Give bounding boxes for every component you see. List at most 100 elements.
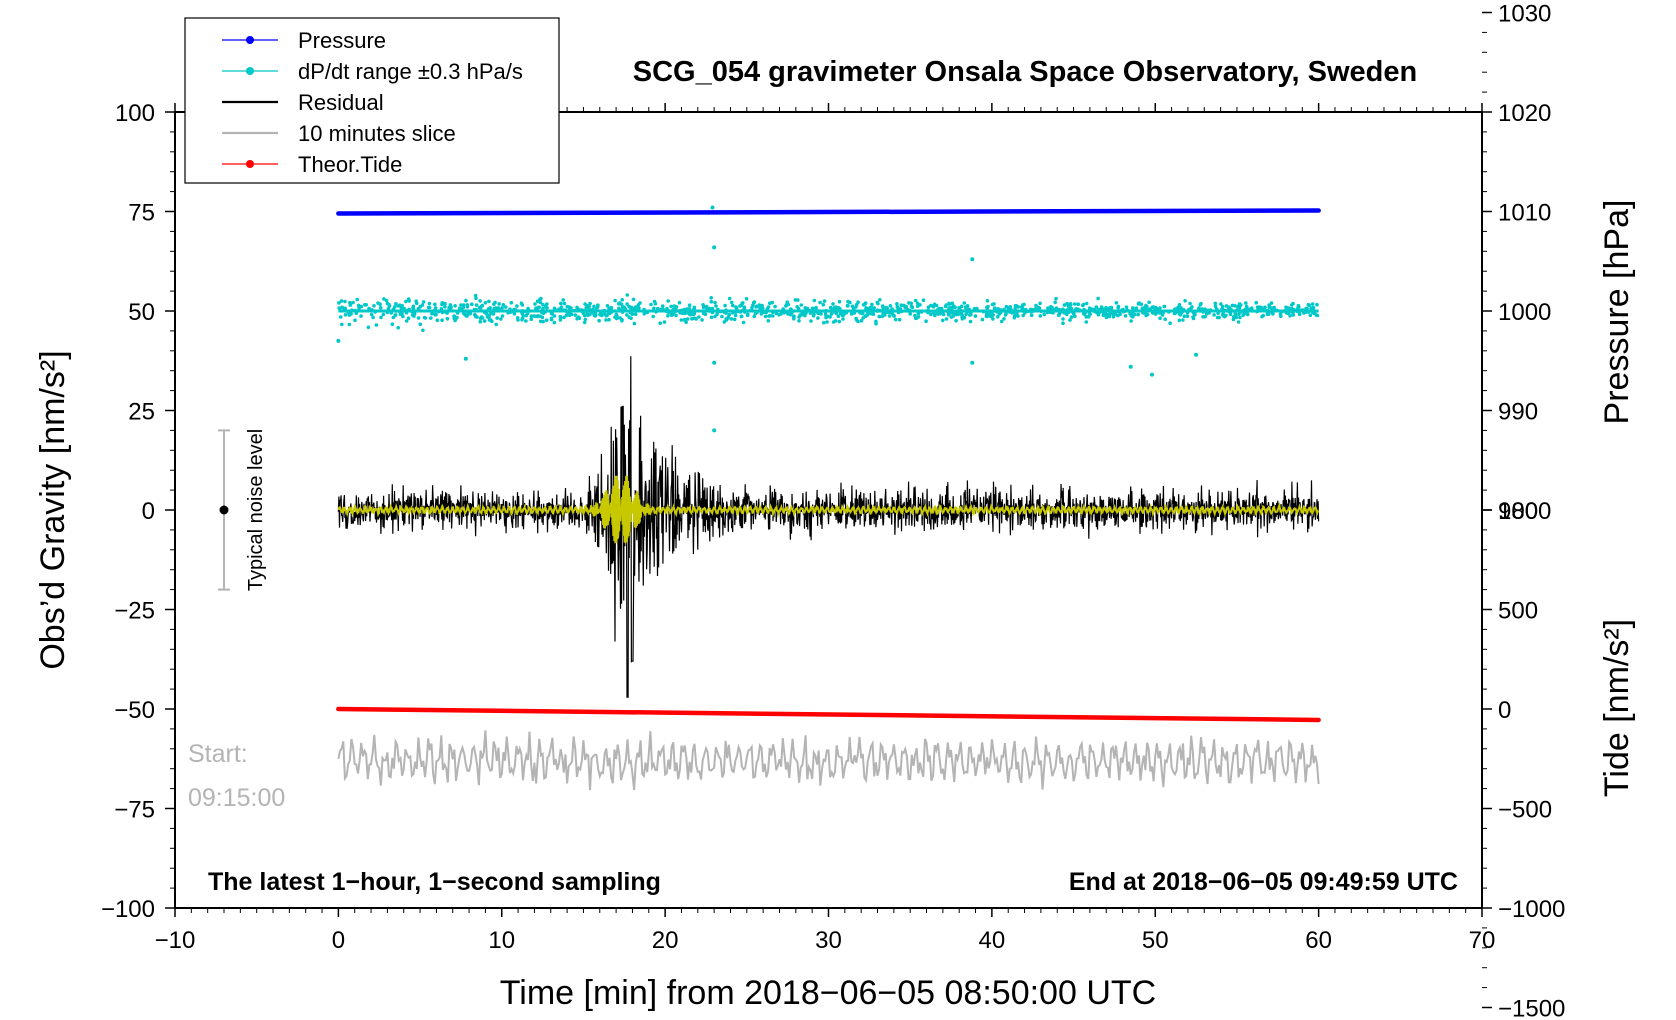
dpdt-point xyxy=(370,308,374,312)
dpdt-point xyxy=(348,300,352,305)
dpdt-point xyxy=(1016,305,1020,309)
dpdt-point xyxy=(414,299,419,304)
dpdt-point xyxy=(1238,315,1242,320)
dpdt-point xyxy=(1167,310,1171,314)
dpdt-point xyxy=(612,309,616,313)
dpdt-point xyxy=(1084,315,1089,319)
dpdt-point xyxy=(996,307,1000,311)
dpdt-point xyxy=(1288,310,1292,314)
dpdt-point xyxy=(470,302,474,307)
dpdt-point xyxy=(1259,305,1264,310)
dpdt-point xyxy=(602,308,606,313)
dpdt-point xyxy=(990,302,995,307)
dpdt-point xyxy=(1236,320,1241,324)
dpdt-point xyxy=(671,307,676,312)
dpdt-point xyxy=(1006,308,1011,313)
dpdt-point xyxy=(477,305,482,310)
dpdt-point xyxy=(941,318,945,323)
dpdt-point xyxy=(855,302,859,307)
dpdt-point xyxy=(1128,311,1132,316)
dpdt-point xyxy=(359,314,363,318)
dpdt-point xyxy=(416,316,421,320)
dpdt-point xyxy=(947,302,952,306)
x-tick-label: −10 xyxy=(155,927,196,954)
dpdt-point xyxy=(916,311,921,316)
dpdt-point xyxy=(1267,311,1271,316)
dpdt-point xyxy=(752,314,756,319)
dpdt-outlier xyxy=(1194,352,1199,357)
y-tick-label: −100 xyxy=(101,896,155,923)
dpdt-point xyxy=(1046,306,1050,311)
dpdt-point xyxy=(893,317,898,322)
dpdt-point xyxy=(478,299,482,303)
dpdt-point xyxy=(582,320,587,325)
dpdt-point xyxy=(1140,306,1145,311)
dpdt-point xyxy=(946,310,950,314)
dpdt-point xyxy=(350,308,354,313)
dpdt-point xyxy=(944,317,949,321)
dpdt-point xyxy=(340,322,344,327)
dpdt-point xyxy=(394,309,398,313)
dpdt-point xyxy=(378,302,382,307)
dpdt-point xyxy=(1070,310,1074,314)
dpdt-point xyxy=(1193,312,1197,317)
dpdt-point xyxy=(859,318,864,323)
dpdt-point xyxy=(572,308,576,313)
dpdt-point xyxy=(598,312,602,317)
dpdt-point xyxy=(544,318,549,323)
dpdt-point xyxy=(841,317,845,321)
dpdt-point xyxy=(500,306,504,310)
dpdt-point xyxy=(885,306,889,311)
dpdt-point xyxy=(587,304,591,309)
dpdt-point xyxy=(738,310,743,314)
dpdt-point xyxy=(614,316,619,321)
dpdt-point xyxy=(989,310,993,314)
dpdt-point xyxy=(549,316,554,321)
legend: Pressure dP/dt range ±0.3 hPa/s Residual 10… xyxy=(184,17,560,184)
dpdt-point xyxy=(1255,308,1260,313)
pressure-tick-label: 1020 xyxy=(1498,100,1551,127)
dpdt-point xyxy=(594,313,598,317)
dpdt-outlier xyxy=(1128,364,1133,369)
dpdt-point xyxy=(1098,310,1102,314)
dpdt-point xyxy=(642,312,646,316)
dpdt-point xyxy=(845,303,850,308)
dpdt-point xyxy=(1136,312,1140,317)
dpdt-point xyxy=(429,316,433,320)
dpdt-point xyxy=(544,305,548,310)
pressure-tick-label: 1010 xyxy=(1498,200,1551,227)
x-axis-title: Time [min] from 2018−06−05 08:50:00 UTC xyxy=(500,974,1156,1012)
dpdt-point xyxy=(590,310,594,315)
dpdt-point xyxy=(583,317,588,322)
dpdt-point xyxy=(1049,306,1053,311)
dpdt-point xyxy=(1022,302,1026,307)
dpdt-point xyxy=(908,312,912,316)
dpdt-point xyxy=(742,305,747,310)
dpdt-point xyxy=(1264,309,1268,313)
dpdt-point xyxy=(488,306,493,310)
dpdt-point xyxy=(968,313,972,317)
dpdt-point xyxy=(1108,306,1113,310)
dpdt-point xyxy=(723,303,727,308)
dpdt-point xyxy=(753,311,758,316)
dpdt-point xyxy=(1286,306,1291,310)
dpdt-point xyxy=(487,318,492,322)
dpdt-point xyxy=(474,303,479,307)
dpdt-point xyxy=(355,297,360,302)
sampling-note: The latest 1−hour, 1−second sampling xyxy=(208,868,661,896)
legend-marker xyxy=(246,36,254,44)
dpdt-point xyxy=(558,315,563,320)
dpdt-point xyxy=(372,304,376,308)
dpdt-point xyxy=(1233,312,1238,316)
dpdt-point xyxy=(421,328,425,333)
dpdt-point xyxy=(562,315,566,320)
dpdt-point xyxy=(665,306,669,311)
slice-line xyxy=(337,730,1320,791)
dpdt-point xyxy=(782,311,786,315)
dpdt-point xyxy=(416,308,421,313)
legend-entry: dP/dt range ±0.3 hPa/s xyxy=(222,59,523,84)
dpdt-point xyxy=(804,309,808,314)
dpdt-point xyxy=(535,314,540,319)
dpdt-point xyxy=(1099,305,1104,309)
dpdt-point xyxy=(1153,312,1158,316)
